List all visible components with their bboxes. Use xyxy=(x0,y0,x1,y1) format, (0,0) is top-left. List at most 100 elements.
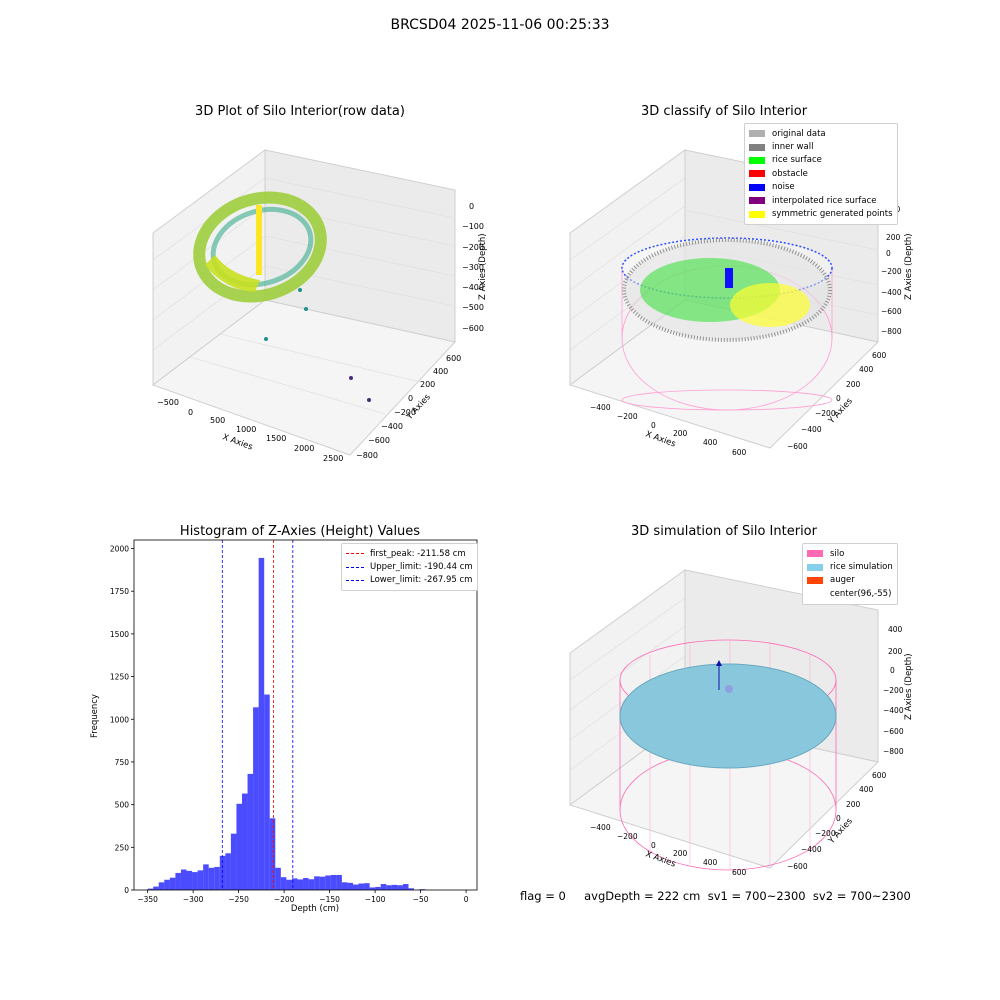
histogram-bar xyxy=(258,557,265,890)
histogram-bar xyxy=(147,888,154,890)
legend-line xyxy=(346,553,364,555)
legend-item-auger: auger xyxy=(807,574,893,587)
p1-xtick: 1500 xyxy=(266,434,286,443)
p1-ytick: 600 xyxy=(446,354,461,363)
histogram-bar xyxy=(247,773,254,890)
p4-ytick: 0 xyxy=(836,814,841,823)
histogram-bar xyxy=(308,879,315,890)
y-tick-label: 250 xyxy=(115,843,130,852)
histogram-bar xyxy=(375,886,381,890)
legend-item-obstacle: obstacle xyxy=(749,167,893,180)
p1-ytick: −400 xyxy=(381,422,403,431)
p4-xtick: 600 xyxy=(732,868,747,877)
legend-item-original-data: original data xyxy=(749,127,893,140)
p1-xtick: 2000 xyxy=(294,444,314,453)
histogram-bar xyxy=(280,877,287,890)
p1-ytick: −600 xyxy=(368,436,390,445)
p1-ztick: −400 xyxy=(462,283,484,292)
x-tick-label: −300 xyxy=(183,895,204,904)
histogram-bar xyxy=(291,878,298,890)
p2-ztick: −800 xyxy=(881,327,902,336)
histogram-bar xyxy=(352,884,359,890)
p2-ytick: 400 xyxy=(859,365,874,374)
histogram-bar xyxy=(192,872,198,890)
p1-xtick: 2500 xyxy=(323,454,343,463)
legend-swatch xyxy=(749,130,765,138)
p4-ytick: −400 xyxy=(801,845,822,854)
legend-swatch xyxy=(807,563,823,571)
legend-item-noise: noise xyxy=(749,181,893,194)
p2-ytick: 600 xyxy=(872,351,887,360)
p2-ztick: 200 xyxy=(886,233,901,242)
p1-ytick: 0 xyxy=(408,394,413,403)
legend-label: inner wall xyxy=(772,142,814,153)
histogram-bar xyxy=(347,882,353,890)
p2-xtick: 200 xyxy=(673,429,688,438)
histogram-bar xyxy=(386,885,392,890)
histogram-bar xyxy=(241,793,248,890)
histogram-bar xyxy=(369,887,376,890)
histogram-bar xyxy=(264,694,270,890)
histogram-bar xyxy=(230,833,237,890)
histogram-bar xyxy=(364,883,370,890)
x-tick-label: −350 xyxy=(137,895,158,904)
p4-ztick: 0 xyxy=(890,666,895,675)
histogram-bar xyxy=(391,884,398,890)
panel-1-xlabel: X Axies xyxy=(221,432,254,452)
y-tick-label: 500 xyxy=(115,801,130,810)
p1-xtick: −500 xyxy=(157,398,179,407)
panel-2-zlabel: Z Axies (Depth) xyxy=(904,233,914,300)
histogram-bar xyxy=(397,885,403,890)
histogram-bar xyxy=(169,877,176,890)
histogram-bar xyxy=(297,879,304,890)
histogram-bar xyxy=(275,867,281,890)
legend-swatch xyxy=(749,170,765,178)
p4-ztick: 200 xyxy=(888,647,903,656)
x-tick-label: −150 xyxy=(319,895,340,904)
p4-xtick: 200 xyxy=(673,849,688,858)
x-tick-label: −200 xyxy=(274,895,295,904)
histogram-bar xyxy=(253,707,259,890)
panel-1-title: 3D Plot of Silo Interior(row data) xyxy=(195,104,405,119)
histogram-bar xyxy=(336,874,342,890)
histogram-bar xyxy=(164,879,170,890)
legend-swatch xyxy=(749,197,765,205)
panel-3-title: Histogram of Z-Axies (Height) Values xyxy=(179,524,421,539)
panel-4-zlabel: Z Axies (Depth) xyxy=(904,653,914,720)
p4-xtick: −400 xyxy=(590,823,611,832)
histogram-bar xyxy=(197,870,204,890)
panel-3-ylabel: Frequency xyxy=(90,694,100,738)
legend-label: rice simulation xyxy=(830,562,893,573)
p4-ytick: 600 xyxy=(872,771,887,780)
legend-label: interpolated rice surface xyxy=(772,195,877,206)
p2-xtick: 400 xyxy=(703,438,718,447)
p4-ztick: −400 xyxy=(883,706,904,715)
p1-xtick: 1000 xyxy=(236,425,256,434)
panel-4-legend: silo rice simulation auger center(96,-55… xyxy=(802,543,898,605)
panel-4-simulation xyxy=(619,639,837,871)
p1-xtick: 0 xyxy=(188,408,193,417)
histogram-bar xyxy=(186,870,193,890)
y-tick-label: 750 xyxy=(115,758,130,767)
histogram-bar xyxy=(225,853,231,890)
p4-ytick: 200 xyxy=(846,800,861,809)
legend-item-upper-limit: Upper_limit: -190.44 cm xyxy=(346,560,473,573)
p2-ztick: 0 xyxy=(886,249,891,258)
histogram-bar xyxy=(314,876,320,890)
p1-ytick: −200 xyxy=(394,408,416,417)
y-tick-label: 0 xyxy=(124,886,129,895)
panel-1-scatter xyxy=(193,191,371,402)
p2-ytick: −600 xyxy=(787,442,808,451)
legend-swatch xyxy=(807,576,823,584)
histogram-bar xyxy=(319,876,326,890)
p2-xtick: 600 xyxy=(732,448,747,457)
histogram-bar xyxy=(408,888,415,890)
legend-line xyxy=(346,566,364,568)
p2-ztick: −600 xyxy=(881,307,902,316)
y-tick-label: 1000 xyxy=(110,715,129,724)
y-tick-label: 1500 xyxy=(110,630,129,639)
panel-4-ticks: −400 −200 0 200 400 600 −600 −400 −200 0… xyxy=(590,625,904,877)
p1-ztick: −200 xyxy=(462,243,484,252)
panel-4-title: 3D simulation of Silo Interior xyxy=(631,524,817,539)
histogram-bar xyxy=(358,883,365,890)
